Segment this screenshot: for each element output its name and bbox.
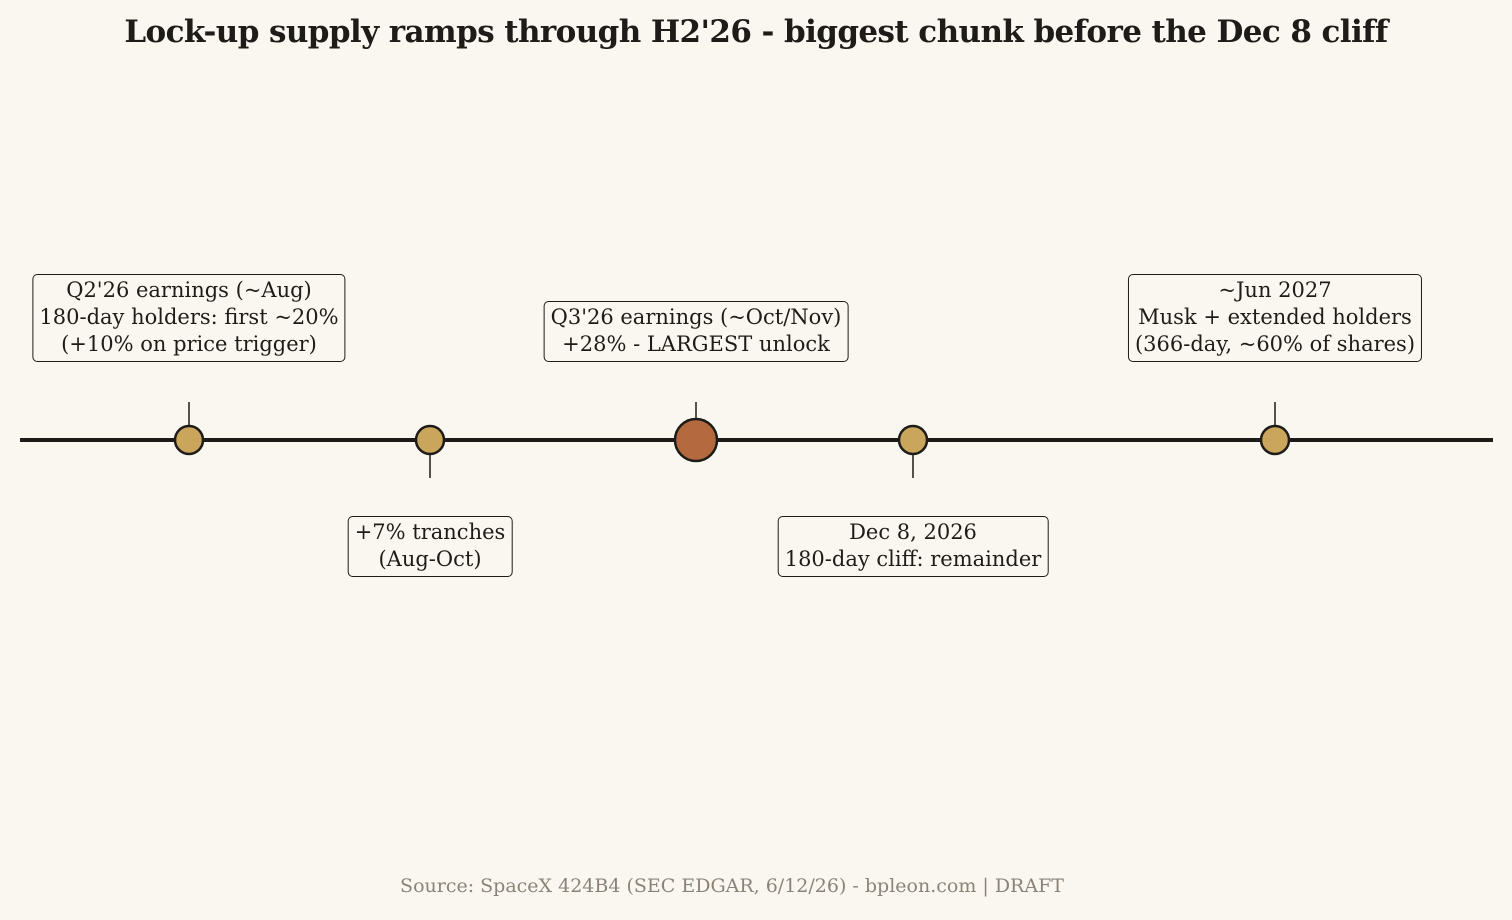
milestone-label-line: +7% tranches [354, 520, 506, 544]
milestone-label-line: (+10% on price trigger) [61, 332, 317, 356]
milestone-label-line: Dec 8, 2026 [849, 520, 977, 544]
source-note: Source: SpaceX 424B4 (SEC EDGAR, 6/12/26… [400, 875, 1064, 897]
milestone-label-line: (Aug-Oct) [378, 547, 482, 571]
milestone-label-jun-2027: ~Jun 2027 Musk + extended holders (366-day… [1127, 274, 1423, 362]
milestone-marker [673, 417, 719, 463]
milestone-marker [414, 424, 446, 456]
milestone-marker [897, 424, 929, 456]
milestone-label-tranches: +7% tranches (Aug-Oct) [347, 516, 513, 577]
milestone-marker [1259, 424, 1291, 456]
milestone-label-q2-earnings: Q2'26 earnings (~Aug) 180-day holders: fi… [32, 274, 346, 362]
milestone-label-line: 180-day holders: first ~20% [39, 305, 339, 329]
milestone-label-q3-earnings: Q3'26 earnings (~Oct/Nov) +28% - LARGEST … [543, 301, 849, 362]
milestone-marker [173, 424, 205, 456]
milestone-label-line: Q3'26 earnings (~Oct/Nov) [550, 305, 842, 329]
milestone-label-line: ~Jun 2027 [1218, 278, 1332, 302]
milestone-label-line: (366-day, ~60% of shares) [1134, 332, 1416, 356]
milestone-label-line: Q2'26 earnings (~Aug) [66, 278, 312, 302]
chart-title: Lock-up supply ramps through H2'26 - big… [124, 14, 1388, 50]
milestone-label-line: +28% - LARGEST unlock [562, 332, 830, 356]
milestone-label-line: 180-day cliff: remainder [784, 547, 1042, 571]
milestone-label-line: Musk + extended holders [1138, 305, 1412, 329]
milestone-label-dec-cliff: Dec 8, 2026 180-day cliff: remainder [777, 516, 1049, 577]
